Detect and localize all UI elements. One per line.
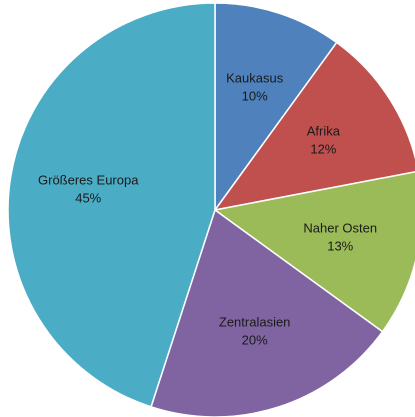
- slice-value-label: 13%: [327, 238, 353, 253]
- slice-label: Afrika: [307, 124, 341, 139]
- slice-label: Naher Osten: [303, 220, 377, 235]
- slice-value-label: 12%: [310, 142, 336, 157]
- pie-slice: [7, 2, 216, 408]
- slice-label: Kaukasus: [226, 70, 284, 85]
- slice-label: Zentralasien: [219, 314, 291, 329]
- slice-value-label: 10%: [242, 88, 268, 103]
- slice-value-label: 45%: [75, 190, 101, 205]
- pie-slice: [150, 208, 384, 417]
- slice-value-label: 20%: [242, 332, 268, 347]
- slice-label: Größeres Europa: [38, 172, 139, 187]
- pie-slice: [214, 2, 338, 213]
- pie-slice: [213, 171, 415, 333]
- pie-slice: [213, 41, 415, 212]
